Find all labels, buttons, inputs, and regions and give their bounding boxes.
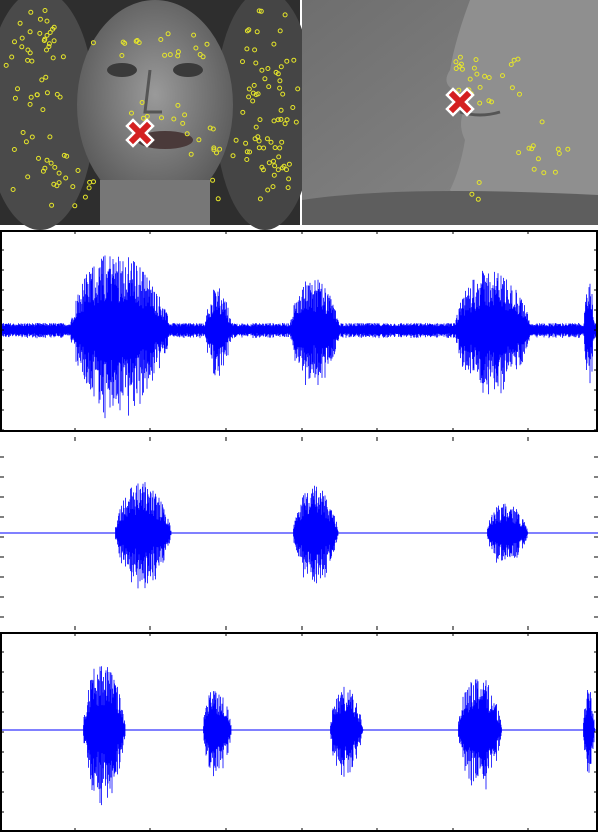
- page: (() => { const data = JSON.parse(documen…: [0, 0, 598, 832]
- waveform-panel: [0, 230, 598, 432]
- photo-left: [0, 0, 315, 230]
- figure: [0, 0, 598, 832]
- waveform-panel: [0, 437, 598, 630]
- waveform-panel: [0, 632, 598, 832]
- waveform-panels: [0, 230, 598, 832]
